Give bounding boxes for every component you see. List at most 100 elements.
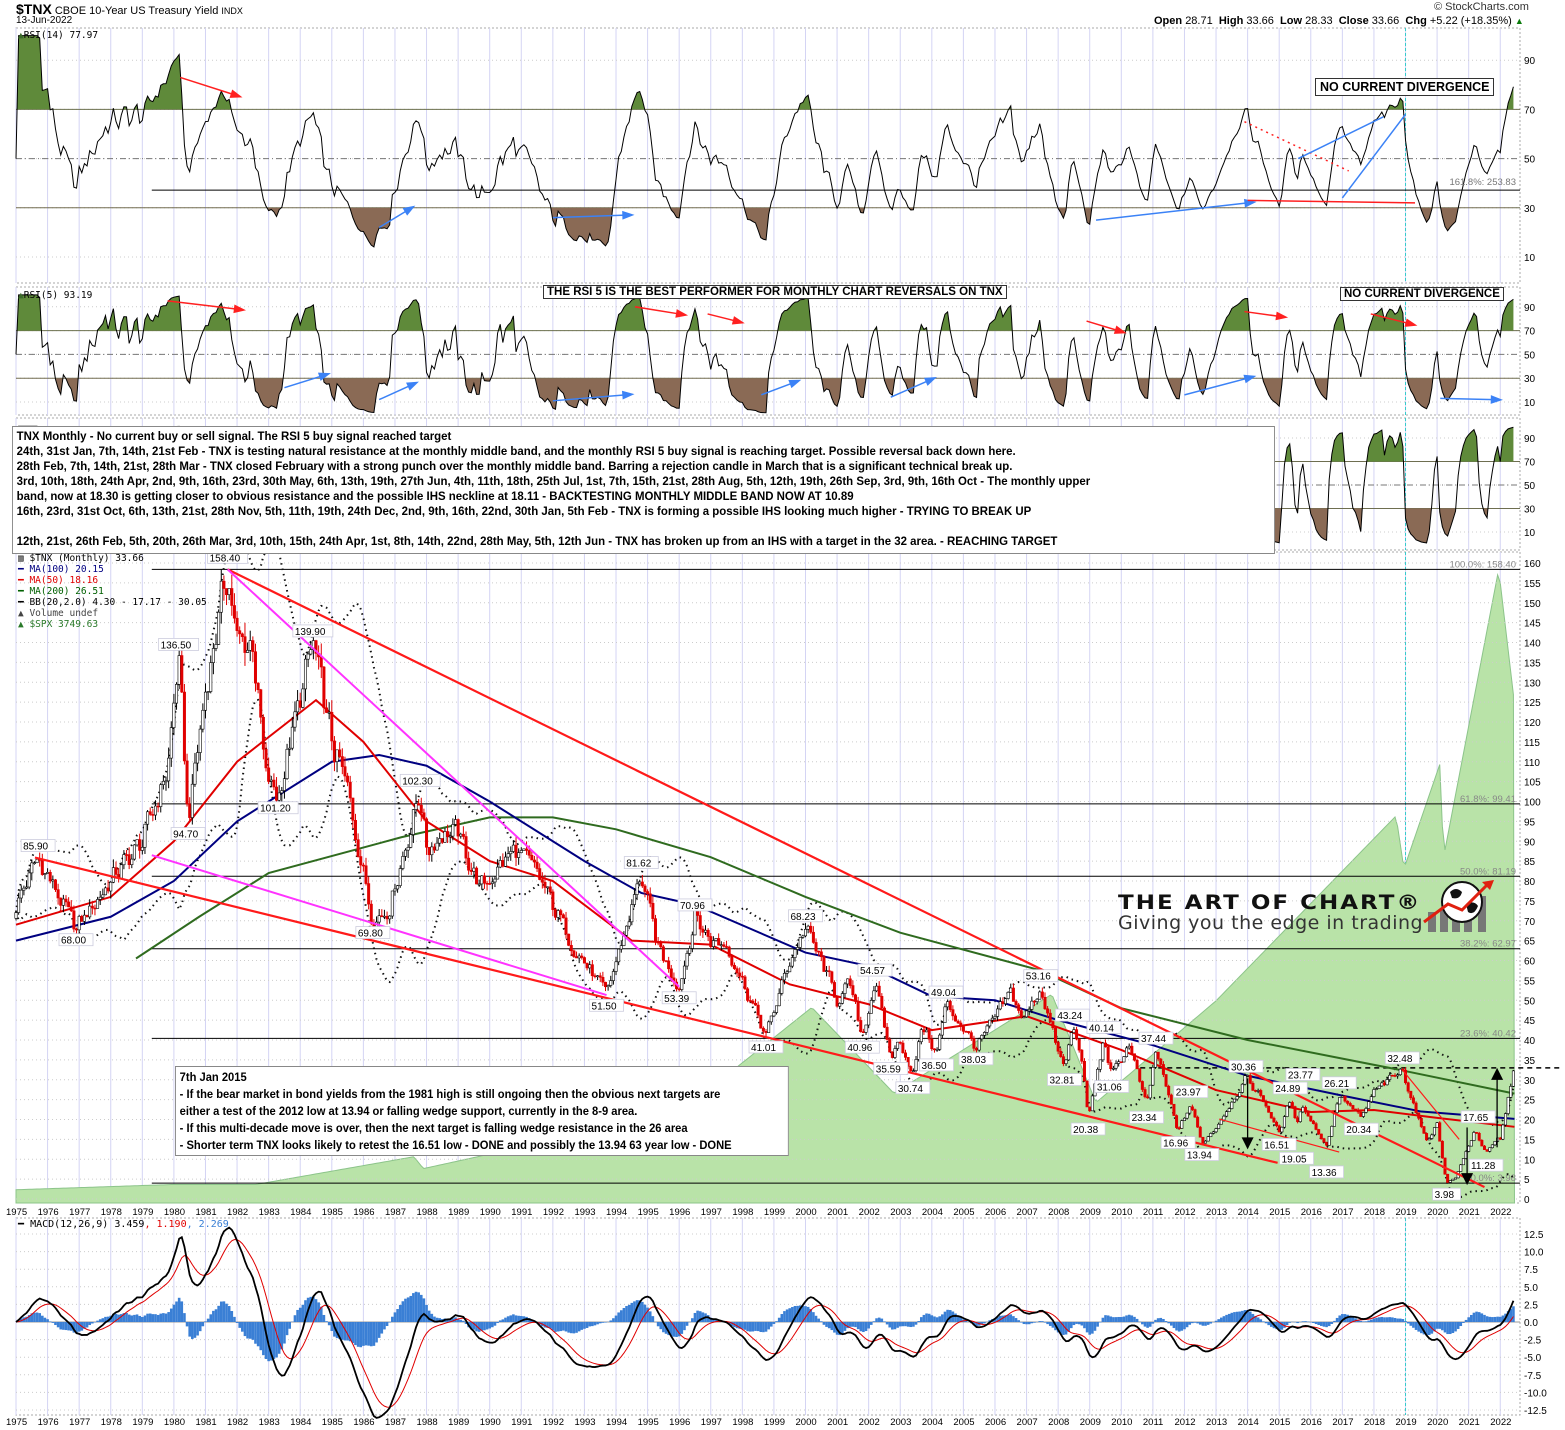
macd-histogram-bar (422, 1298, 426, 1322)
rsi5-arrowhead-icon (1275, 311, 1289, 321)
price-axis-tick-label: 125 (1524, 698, 1541, 709)
macd-histogram-bar (1338, 1315, 1342, 1322)
macd-histogram-bar (767, 1322, 770, 1330)
candle (125, 854, 129, 856)
rsi5-arrowhead-icon (788, 379, 802, 389)
macd-histogram-bar (1488, 1316, 1492, 1322)
candle (1114, 1063, 1118, 1069)
candle (14, 912, 18, 919)
price-axis-tick-label: 105 (1524, 778, 1541, 789)
macd-histogram-bar (46, 1319, 49, 1322)
candle (177, 655, 181, 685)
candle (540, 879, 544, 883)
fib-level-label: 61.8%: 99.41 (1460, 794, 1516, 805)
candle (135, 839, 139, 846)
candle (1285, 1105, 1289, 1117)
macd-histogram-bar (164, 1313, 168, 1322)
candle (1038, 991, 1042, 1000)
rsi5-arrowhead-icon (1243, 374, 1257, 384)
candle (764, 1031, 768, 1033)
stockcharts-credit[interactable]: © StockCharts.com (1434, 1, 1529, 13)
macd-histogram-bar (1030, 1322, 1034, 1324)
macd-histogram-bar (580, 1322, 584, 1330)
macd-histogram-bar (209, 1314, 213, 1322)
year-label: 1994 (606, 1417, 627, 1428)
candle (225, 588, 229, 596)
candle (740, 975, 744, 978)
macd-histogram-bar (254, 1322, 257, 1344)
candle (93, 907, 97, 910)
candle (369, 903, 373, 924)
macd-histogram-bar (1501, 1315, 1505, 1322)
macd-histogram-bar (872, 1321, 876, 1322)
commentary-line: band, now at 18.30 is getting closer to … (16, 489, 854, 503)
commentary-line: 28th Feb, 7th, 14th, 21st, 28th Mar - TN… (16, 459, 1013, 473)
price-label: 85.90 (23, 842, 48, 853)
macd-histogram-bar (659, 1322, 663, 1330)
price-label-box (1184, 1148, 1220, 1161)
candle (1338, 1097, 1342, 1105)
macd-histogram-bar (1233, 1312, 1236, 1322)
macd-histogram-bar (1362, 1321, 1365, 1322)
candle (1219, 1119, 1223, 1125)
candle (453, 819, 457, 825)
macd-histogram-bar (946, 1309, 949, 1322)
macd-axis-tick-label: 7.5 (1524, 1265, 1538, 1276)
macd-histogram-bar (1075, 1322, 1078, 1324)
macd-histogram-bar (512, 1314, 515, 1322)
macd-histogram-bar (867, 1322, 870, 1329)
price-label: 70.96 (680, 901, 705, 912)
macd-histogram-bar (1193, 1322, 1197, 1323)
fib-level-label: 50.0%: 81.19 (1460, 866, 1516, 877)
year-label: 1983 (259, 1417, 280, 1428)
macd-histogram-bar (56, 1322, 60, 1328)
candle (1035, 998, 1039, 1002)
candle (353, 819, 357, 840)
macd-histogram-bar (233, 1316, 236, 1322)
macd-histogram-bar (1393, 1317, 1397, 1322)
candle (259, 689, 263, 718)
panel-frame-r5 (15, 286, 1521, 416)
candle (859, 1020, 863, 1032)
macd-histogram-bar (617, 1312, 620, 1322)
candle (1014, 1001, 1018, 1006)
macd-histogram-bar (714, 1319, 718, 1322)
candle (1138, 1068, 1142, 1082)
candle (1380, 1082, 1384, 1087)
candle (743, 976, 747, 990)
price-label: 32.48 (1387, 1054, 1412, 1065)
macd-histogram-bar (414, 1291, 418, 1322)
candle (738, 972, 742, 977)
candle (193, 762, 197, 785)
macd-histogram-bar (112, 1313, 115, 1322)
year-label: 1975 (6, 1417, 27, 1428)
rsi14-axis-tick-label: 10 (1524, 253, 1536, 264)
candle (403, 849, 407, 857)
macd-histogram-bar (1312, 1322, 1315, 1324)
macd-histogram-bar (343, 1322, 347, 1341)
legend-swatch-icon: ▲ (18, 608, 30, 619)
candle (414, 803, 418, 810)
macd-histogram-bar (248, 1322, 252, 1339)
year-label: 1975 (6, 1207, 27, 1218)
macd-histogram-bar (983, 1322, 986, 1324)
macd-histogram-bar (1130, 1315, 1134, 1322)
macd-histogram-bar (891, 1322, 894, 1330)
price-label: 101.20 (260, 804, 291, 815)
price-label-box (1468, 1158, 1504, 1172)
candle (180, 655, 184, 693)
candle (1477, 1132, 1481, 1141)
macd-histogram-bar (1367, 1320, 1370, 1322)
rsi5-divergence-note: NO CURRENT DIVERGENCE (1340, 287, 1504, 301)
candle (559, 910, 563, 916)
candle (969, 1032, 973, 1039)
candle (390, 890, 394, 917)
macd-histogram-bar (172, 1304, 176, 1322)
macd-histogram-bar (388, 1322, 391, 1323)
macd-histogram-bar (48, 1321, 52, 1322)
macd-histogram-bar (104, 1316, 107, 1322)
macd-histogram-bar (1188, 1322, 1192, 1325)
price-label-box (1272, 1081, 1308, 1095)
price-axis-tick-label: 15 (1524, 1135, 1536, 1146)
